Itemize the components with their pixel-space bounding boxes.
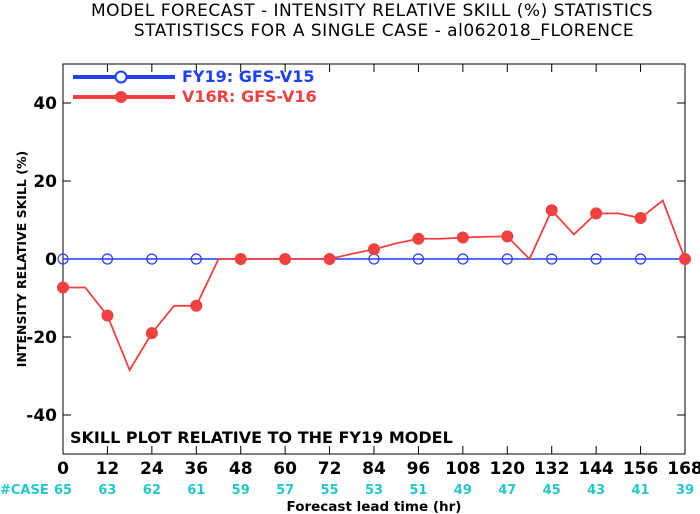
y-tick-label: 40 [33, 94, 57, 114]
case-count: 43 [587, 483, 605, 498]
y-tick-label: -20 [26, 328, 57, 348]
case-count: 61 [187, 483, 205, 498]
x-tick-label: 12 [96, 459, 120, 479]
x-tick-label: 84 [362, 459, 386, 479]
case-label: #CASE [0, 483, 49, 498]
x-tick-label: 48 [229, 459, 253, 479]
series-layer [57, 199, 691, 373]
x-tick-label: 24 [140, 459, 164, 479]
x-tick-label: 36 [184, 459, 208, 479]
series-point-v16r [679, 253, 691, 265]
case-count: 51 [409, 483, 427, 498]
series-point-v16r [545, 204, 558, 217]
case-count: 53 [365, 483, 383, 498]
x-tick-label: 108 [445, 459, 481, 479]
series-point-fy19 [101, 253, 114, 265]
series-point-v16r [234, 253, 247, 265]
case-count: 47 [498, 483, 516, 498]
x-tick-label: 144 [578, 459, 614, 479]
x-axis-ticks: 0 12 24 36 48 60 72 84 96 108 120 132 144 156 168 [57, 64, 700, 479]
series-point-v16r [501, 230, 514, 243]
series-point-fy19 [457, 253, 469, 265]
series-point-v16r [456, 231, 469, 244]
series-point-v16r [279, 253, 292, 265]
x-tick-label: 60 [273, 459, 297, 479]
skill-annotation: SKILL PLOT RELATIVE TO THE FY19 MODEL [70, 428, 453, 447]
legend-marker-fy19 [114, 70, 128, 84]
series-point-v16r [412, 232, 425, 245]
series-point-v16r [590, 207, 603, 220]
case-count: 59 [232, 483, 250, 498]
y-tick-label: 20 [33, 172, 57, 192]
series-point-fy19 [634, 253, 647, 265]
chart-title: MODEL FORECAST - INTENSITY RELATIVE SKIL… [91, 1, 653, 21]
series-line-v16r [63, 199, 686, 373]
series-point-fy19 [546, 253, 558, 265]
legend-label-fy19: FY19: GFS-V15 [182, 67, 314, 86]
series-point-v16r [57, 281, 69, 294]
y-tick-label: 0 [45, 250, 57, 270]
case-counts: 65 63 62 61 59 57 55 53 51 49 47 45 43 41 39 [54, 483, 694, 498]
series-point-v16r [368, 243, 380, 256]
x-tick-label: 72 [318, 459, 342, 479]
series-point-v16r [101, 309, 114, 322]
case-count: 55 [321, 483, 339, 498]
series-point-fy19 [146, 253, 158, 265]
legend-marker-v16r [115, 91, 127, 103]
chart-subtitle: STATISTISCS FOR A SINGLE CASE - al062018… [134, 21, 634, 41]
series-point-fy19 [57, 253, 69, 265]
y-tick-label: -40 [26, 406, 57, 426]
legend-label-v16r: V16R: GFS-V16 [182, 87, 317, 106]
x-axis-label: Forecast lead time (hr) [287, 499, 462, 514]
case-count: 49 [454, 483, 472, 498]
series-point-fy19 [501, 253, 513, 265]
case-count: 65 [54, 483, 72, 498]
x-tick-label: 156 [623, 459, 659, 479]
case-count: 45 [543, 483, 561, 498]
case-count: 62 [143, 483, 161, 498]
series-point-v16r [145, 327, 158, 340]
series-point-fy19 [190, 253, 202, 265]
x-tick-label: 120 [490, 459, 526, 479]
x-tick-label: 96 [407, 459, 431, 479]
y-axis-label: INTENSITY RELATIVE SKILL (%) [14, 151, 29, 367]
x-tick-label: 132 [534, 459, 570, 479]
series-point-v16r [190, 299, 203, 312]
legend: FY19: GFS-V15 V16R: GFS-V16 [73, 67, 317, 106]
x-tick-label: 0 [57, 459, 69, 479]
series-point-v16r [323, 253, 336, 265]
case-count: 39 [676, 483, 694, 498]
series-point-fy19 [590, 253, 602, 265]
case-count: 41 [632, 483, 650, 498]
case-count: 63 [98, 483, 116, 498]
x-tick-label: 168 [667, 459, 700, 479]
series-point-v16r [634, 212, 647, 225]
case-count: 57 [276, 483, 294, 498]
y-axis-ticks: -40 -20 0 20 40 [26, 94, 685, 426]
series-point-fy19 [412, 253, 425, 265]
